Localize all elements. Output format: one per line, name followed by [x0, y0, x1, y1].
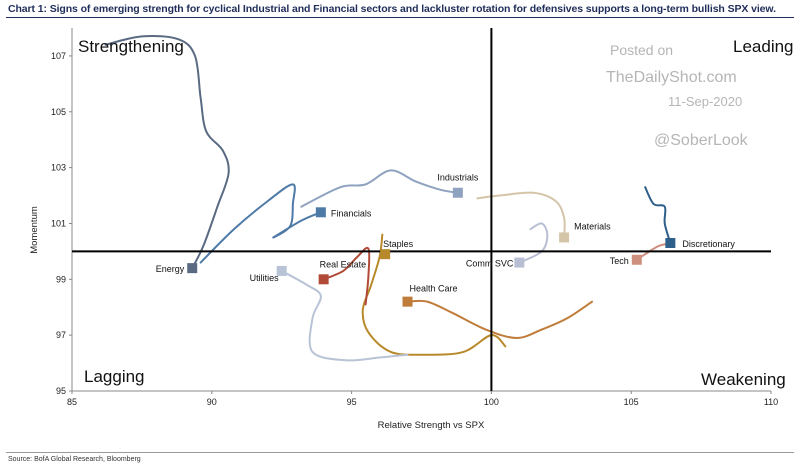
label-tech: Tech [610, 256, 629, 266]
y-axis-label: Momentum [29, 206, 40, 254]
label-materials: Materials [574, 221, 611, 231]
y-tick-label: 95 [56, 386, 66, 396]
point-materials [559, 232, 570, 243]
point-energy [187, 263, 198, 274]
trail-discretionary [644, 186, 672, 245]
source-note: Source: BofA Global Research, Bloomberg [8, 456, 141, 463]
footer-divider [6, 452, 794, 453]
label-health-care: Health Care [410, 284, 458, 294]
trail-financials [199, 183, 322, 264]
x-tick-label: 100 [484, 397, 499, 407]
label-energy: Energy [156, 264, 185, 274]
y-tick-label: 103 [51, 163, 66, 173]
watermark-site: TheDailyShot.com [606, 69, 737, 86]
label-comm-svc: Comm SVC [466, 259, 514, 269]
label-industrials: Industrials [437, 173, 479, 183]
y-tick-label: 105 [51, 107, 66, 117]
title-divider [6, 17, 794, 18]
x-axis-label: Relative Strength vs SPX [378, 420, 485, 431]
point-discretionary [665, 238, 676, 249]
watermark-date: 11-Sep-2020 [668, 94, 742, 109]
point-financials [315, 207, 326, 218]
chart-title: Chart 1: Signs of emerging strength for … [8, 3, 776, 15]
quadrant-label-strengthening: Strengthening [78, 37, 184, 56]
point-real-estate [318, 274, 329, 285]
label-utilities: Utilities [250, 273, 280, 283]
x-tick-label: 95 [347, 397, 357, 407]
trail-health-care [406, 299, 594, 339]
label-staples: Staples [383, 239, 414, 249]
point-utilities [276, 265, 287, 276]
label-financials: Financials [331, 208, 372, 218]
quadrant-label-lagging: Lagging [84, 367, 145, 386]
trail-utilities [280, 269, 409, 362]
trail-materials [476, 191, 566, 239]
y-tick-label: 101 [51, 218, 66, 228]
x-tick-label: 110 [764, 397, 778, 407]
trail-industrials [300, 169, 459, 208]
watermark-handle: @SoberLook [654, 132, 749, 149]
x-tick-label: 105 [624, 397, 639, 407]
point-comm-svc [514, 257, 525, 268]
y-tick-label: 107 [51, 51, 66, 61]
y-tick-label: 97 [56, 330, 66, 340]
quadrant-label-weakening: Weakening [701, 370, 786, 389]
point-health-care [402, 296, 413, 307]
x-tick-label: 85 [67, 397, 77, 407]
quadrant-label-leading: Leading [733, 37, 794, 56]
trail-real-estate [322, 246, 371, 306]
point-industrials [452, 187, 463, 198]
trail-staples [361, 233, 507, 356]
trail-energy [104, 34, 230, 270]
point-tech [631, 254, 642, 265]
label-real-estate: Real Estate [320, 259, 367, 269]
trail-comm-svc [518, 222, 549, 264]
watermark-posted-on: Posted on [610, 42, 673, 58]
x-tick-label: 90 [207, 397, 217, 407]
y-tick-label: 99 [56, 274, 66, 284]
label-discretionary: Discretionary [682, 239, 735, 249]
point-staples [380, 249, 391, 260]
